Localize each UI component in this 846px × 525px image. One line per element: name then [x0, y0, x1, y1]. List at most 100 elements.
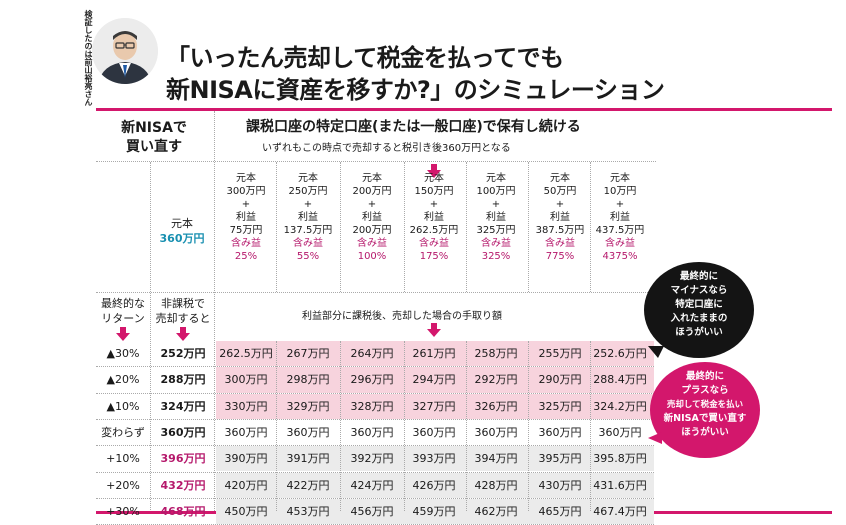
after-tax-value: 324.2万円: [593, 399, 647, 413]
after-tax-value: 465万円: [538, 504, 582, 518]
after-tax-value: 395.8万円: [593, 452, 647, 466]
nisa-sale-value: 396万円: [160, 452, 206, 466]
column-unrealized-label: 含み益: [545, 238, 575, 249]
column-unrealized-label: 含み益: [293, 238, 323, 249]
taxable-account-subheader: いずれもこの時点で売却すると税引き後360万円となる: [262, 143, 511, 154]
after-tax-value: 459万円: [412, 504, 456, 518]
column-principal-label: 元本: [362, 173, 382, 184]
after-tax-value: 394万円: [474, 452, 518, 466]
nisa-principal: 元本 360万円: [152, 216, 212, 246]
after-tax-value: 296万円: [350, 373, 394, 387]
column-unrealized-label: 含み益: [481, 238, 511, 249]
after-tax-value: 327万円: [412, 399, 456, 413]
divider: [590, 341, 591, 511]
column-principal: 10万円: [603, 186, 637, 197]
nisa-principal-value: 360万円: [159, 232, 205, 245]
nisa-sale-value: 468万円: [160, 504, 206, 518]
after-tax-value: 428万円: [474, 478, 518, 492]
nisa-sale-value: 324万円: [160, 399, 206, 413]
column-unrealized-pct: 325%: [481, 251, 511, 262]
column-principal: 100万円: [476, 186, 516, 197]
after-tax-value: 462万円: [474, 504, 518, 518]
down-arrow-icon: [427, 322, 441, 337]
after-tax-value: 424万円: [350, 478, 394, 492]
after-tax-value: 426万円: [412, 478, 456, 492]
column-unrealized-label: 含み益: [419, 238, 449, 249]
return-row-header: 最終的な リターン: [96, 296, 150, 326]
nisa-principal-label: 元本: [171, 217, 193, 230]
after-tax-value: 360万円: [286, 425, 330, 439]
column-plus1: +: [615, 199, 625, 210]
after-tax-value: 360万円: [412, 425, 456, 439]
divider: [528, 162, 529, 292]
loss-row-highlight: [216, 367, 654, 393]
column-principal: 200万円: [352, 186, 392, 197]
top-rule: [96, 108, 832, 111]
column-plus1: +: [491, 199, 501, 210]
nisa-sale-value: 252万円: [160, 347, 206, 360]
gain-row-highlight: [216, 498, 654, 525]
divider: [150, 162, 151, 510]
bubble-tail: [648, 346, 664, 358]
supervisor-caption: 検証したのは前山裕亮さん: [84, 10, 93, 106]
row-divider: [96, 418, 654, 420]
column-gain-label: 利益: [298, 212, 318, 223]
tax-free-header-line: 非課税で: [161, 297, 205, 310]
column-principal: 50万円: [543, 186, 577, 197]
principal-gain-column: 元本 300万円 + 利益 75万円 含み益 25%: [217, 172, 275, 263]
column-plus1: +: [555, 199, 565, 210]
after-tax-value: 360万円: [350, 425, 394, 439]
return-header-line: リターン: [101, 312, 145, 325]
column-principal-label: 元本: [486, 173, 506, 184]
after-tax-value: 390万円: [224, 452, 268, 466]
bubble-line: 最終的に: [679, 271, 718, 282]
after-tax-value: 420万円: [224, 478, 268, 492]
tax-free-sale-header: 非課税で 売却すると: [152, 296, 214, 326]
nisa-rebuy-header: 新NISAで 買い直す: [98, 119, 210, 157]
after-tax-value: 329万円: [286, 399, 330, 413]
tax-free-header-line: 売却すると: [155, 312, 211, 325]
column-plus1: +: [303, 199, 313, 210]
nisa-sale-value: 432万円: [160, 478, 206, 492]
divider: [340, 341, 341, 511]
bubble-tail: [648, 432, 662, 444]
after-tax-value: 360万円: [538, 425, 582, 439]
after-tax-value: 255万円: [538, 347, 582, 360]
divider: [96, 292, 656, 293]
after-tax-value: 300万円: [224, 373, 268, 387]
after-tax-value: 326万円: [474, 399, 518, 413]
nisa-sale-value: 288万円: [160, 373, 206, 387]
down-arrow-icon: [176, 326, 190, 341]
down-arrow-icon: [116, 326, 130, 341]
after-tax-value: 290万円: [538, 373, 582, 387]
column-unrealized-pct: 175%: [419, 251, 449, 262]
after-tax-value: 292万円: [474, 373, 518, 387]
after-tax-value: 467.4万円: [593, 504, 647, 518]
column-gain-label: 利益: [236, 212, 256, 223]
nisa-header-line: 買い直す: [126, 139, 182, 155]
after-tax-label: 利益部分に課税後、売却した場合の手取り額: [302, 311, 502, 322]
row-divider: [96, 471, 654, 473]
bubble-line: ほうがいい: [681, 427, 729, 438]
principal-gain-column: 元本 100万円 + 利益 325万円 含み益 325%: [467, 172, 525, 263]
column-gain: 75万円: [229, 225, 263, 236]
down-arrow-icon: [427, 163, 441, 178]
bubble-line: ほうがいい: [675, 327, 723, 338]
column-gain: 137.5万円: [283, 225, 333, 236]
column-unrealized-pct: 4375%: [602, 251, 638, 262]
after-tax-value: 261万円: [412, 347, 456, 360]
after-tax-value: 360万円: [224, 425, 268, 439]
principal-gain-column: 元本 50万円 + 利益 387.5万円 含み益 775%: [531, 172, 589, 263]
divider: [404, 162, 405, 292]
column-gain: 262.5万円: [409, 225, 459, 236]
column-unrealized-label: 含み益: [357, 238, 387, 249]
column-unrealized-pct: 775%: [545, 251, 575, 262]
after-tax-value: 360万円: [598, 425, 642, 439]
after-tax-value: 330万円: [224, 399, 268, 413]
column-principal-label: 元本: [298, 173, 318, 184]
column-principal: 150万円: [414, 186, 454, 197]
column-gain-label: 利益: [424, 212, 444, 223]
column-principal: 250万円: [288, 186, 328, 197]
divider: [466, 162, 467, 292]
after-tax-value: 430万円: [538, 478, 582, 492]
